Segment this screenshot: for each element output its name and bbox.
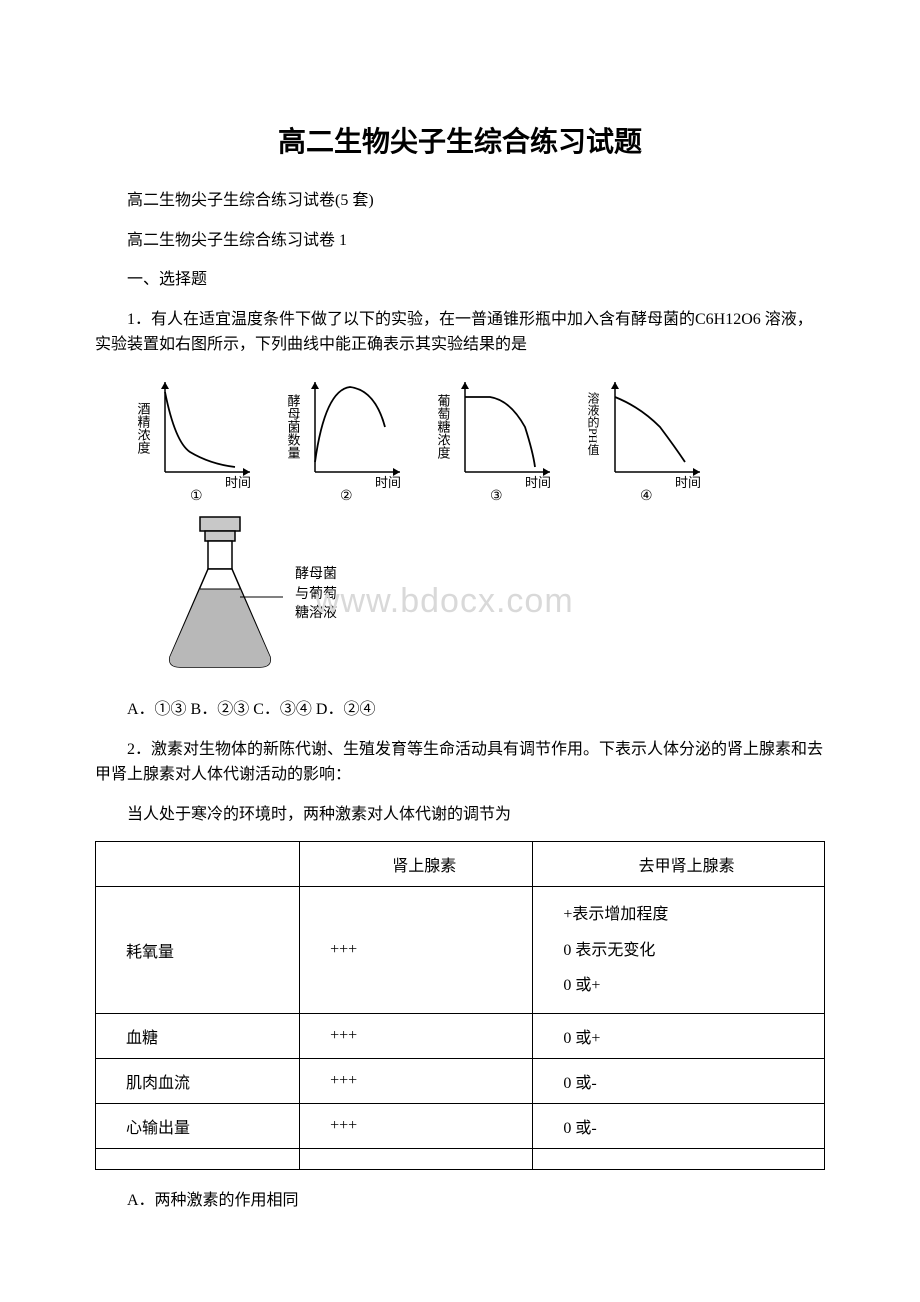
cell: 肌肉血流 (96, 1058, 300, 1103)
question-1-options: A．①③ B．②③ C．③④ D．②④ (95, 697, 825, 723)
curve-2 (315, 387, 385, 462)
cell: +表示增加程度 0 表示无变化 0 或+ (533, 887, 825, 1014)
cell (533, 1148, 825, 1169)
cell: 0 或+ (533, 1013, 825, 1058)
table-row: 肌肉血流 +++ 0 或- (96, 1058, 825, 1103)
y-label-4: 溶液的PH值 (586, 391, 600, 456)
cell (96, 1148, 300, 1169)
cell-line: 0 表示无变化 (563, 933, 810, 968)
curve-3 (465, 397, 535, 467)
intro-line-2: 高二生物尖子生综合练习试卷 1 (95, 228, 825, 254)
cell: +++ (300, 1103, 533, 1148)
table-row: 血糖 +++ 0 或+ (96, 1013, 825, 1058)
section-heading: 一、选择题 (95, 267, 825, 293)
cell: 0 或- (533, 1103, 825, 1148)
y-label-3: 葡萄糖浓度 (436, 394, 451, 459)
y-label-1: 酒精浓度 (136, 402, 151, 454)
flask-diagram-row: 酵母菌 与葡萄 糖溶液 www.bdocx.com (155, 512, 825, 677)
question-1-text: 1．有人在适宜温度条件下做了以下的实验，在一普通锥形瓶中加入含有酵母菌的C6H1… (95, 307, 825, 358)
intro-line-1: 高二生物尖子生综合练习试卷(5 套) (95, 188, 825, 214)
flask-icon (155, 512, 285, 677)
table-row (96, 1148, 825, 1169)
chart-num-2: ② (340, 489, 353, 502)
cell-line: 0 或+ (563, 968, 810, 1003)
chart-num-1: ① (190, 489, 203, 502)
cell: 耗氧量 (96, 887, 300, 1014)
table-row: 肾上腺素 去甲肾上腺素 (96, 842, 825, 887)
cell: +++ (300, 887, 533, 1014)
cell: +++ (300, 1013, 533, 1058)
chart-num-4: ④ (640, 489, 653, 502)
hormone-table: 肾上腺素 去甲肾上腺素 耗氧量 +++ +表示增加程度 0 表示无变化 0 或+… (95, 841, 825, 1170)
curve-1 (165, 392, 235, 467)
header-cell: 去甲肾上腺素 (533, 842, 825, 887)
chart-3: 葡萄糖浓度 时间 ③ (435, 372, 575, 502)
table-row: 耗氧量 +++ +表示增加程度 0 表示无变化 0 或+ (96, 887, 825, 1014)
charts-row: 酒精浓度 时间 ① 酵母菌数量 时间 ② (135, 372, 825, 502)
y-label-2: 酵母菌数量 (286, 394, 301, 459)
watermark-text: www.bdocx.com (315, 582, 574, 621)
table-row: 心输出量 +++ 0 或- (96, 1103, 825, 1148)
chart-num-3: ③ (490, 489, 503, 502)
cell: 0 或- (533, 1058, 825, 1103)
question-2-sub: 当人处于寒冷的环境时，两种激素对人体代谢的调节为 (95, 802, 825, 828)
flask-label-line2: 与葡萄 (295, 585, 337, 605)
page-title: 高二生物尖子生综合练习试题 (95, 120, 825, 160)
chart-1: 酒精浓度 时间 ① (135, 372, 275, 502)
x-label-1: 时间 (225, 475, 251, 490)
cell: 血糖 (96, 1013, 300, 1058)
cell: +++ (300, 1058, 533, 1103)
x-label-3: 时间 (525, 475, 551, 490)
flask-label: 酵母菌 与葡萄 糖溶液 (295, 565, 337, 624)
chart-4: 溶液的PH值 时间 ④ (585, 372, 725, 502)
cell (300, 1148, 533, 1169)
header-cell (96, 842, 300, 887)
cell: 心输出量 (96, 1103, 300, 1148)
x-label-4: 时间 (675, 475, 701, 490)
question-2-option-a: A．两种激素的作用相同 (95, 1188, 825, 1214)
flask-label-line3: 糖溶液 (295, 604, 337, 624)
cell-line: +表示增加程度 (563, 897, 810, 932)
chart-2: 酵母菌数量 时间 ② (285, 372, 425, 502)
flask-label-line1: 酵母菌 (295, 565, 337, 585)
curve-4 (615, 397, 685, 462)
header-cell: 肾上腺素 (300, 842, 533, 887)
x-label-2: 时间 (375, 475, 401, 490)
question-2-text: 2．激素对生物体的新陈代谢、生殖发育等生命活动具有调节作用。下表示人体分泌的肾上… (95, 737, 825, 788)
